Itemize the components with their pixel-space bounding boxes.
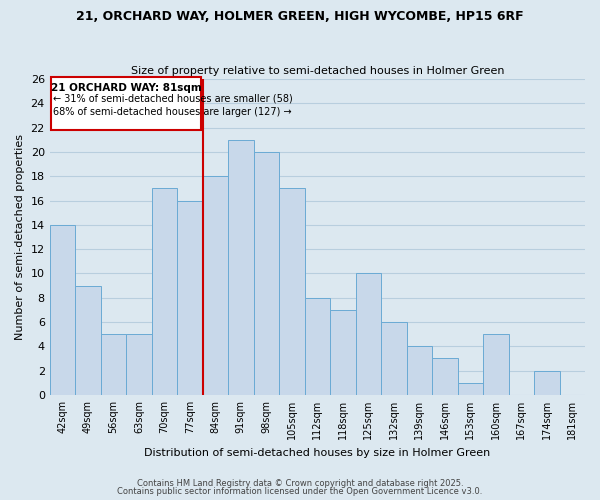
Bar (356, 274, 381, 395)
Bar (381, 322, 407, 395)
Bar (75, 286, 101, 395)
Bar (458, 383, 483, 395)
Y-axis label: Number of semi-detached properties: Number of semi-detached properties (15, 134, 25, 340)
Text: Contains public sector information licensed under the Open Government Licence v3: Contains public sector information licen… (118, 487, 482, 496)
Bar (177, 200, 203, 395)
Text: Contains HM Land Registry data © Crown copyright and database right 2025.: Contains HM Land Registry data © Crown c… (137, 478, 463, 488)
Text: 21 ORCHARD WAY: 81sqm: 21 ORCHARD WAY: 81sqm (51, 82, 202, 92)
Bar (330, 310, 356, 395)
Text: ← 31% of semi-detached houses are smaller (58): ← 31% of semi-detached houses are smalle… (53, 94, 293, 104)
Bar (279, 188, 305, 395)
Bar (101, 334, 126, 395)
Bar (305, 298, 330, 395)
Bar (254, 152, 279, 395)
Bar (228, 140, 254, 395)
Title: Size of property relative to semi-detached houses in Holmer Green: Size of property relative to semi-detach… (131, 66, 504, 76)
Bar (152, 188, 177, 395)
Bar (203, 176, 228, 395)
X-axis label: Distribution of semi-detached houses by size in Holmer Green: Distribution of semi-detached houses by … (144, 448, 490, 458)
Bar (432, 358, 458, 395)
Text: 21, ORCHARD WAY, HOLMER GREEN, HIGH WYCOMBE, HP15 6RF: 21, ORCHARD WAY, HOLMER GREEN, HIGH WYCO… (76, 10, 524, 23)
Text: 68% of semi-detached houses are larger (127) →: 68% of semi-detached houses are larger (… (53, 107, 292, 117)
Bar (407, 346, 432, 395)
Bar (50, 225, 75, 395)
Bar (483, 334, 509, 395)
Bar (534, 370, 560, 395)
Bar (126, 334, 152, 395)
Bar (51, 76, 202, 130)
